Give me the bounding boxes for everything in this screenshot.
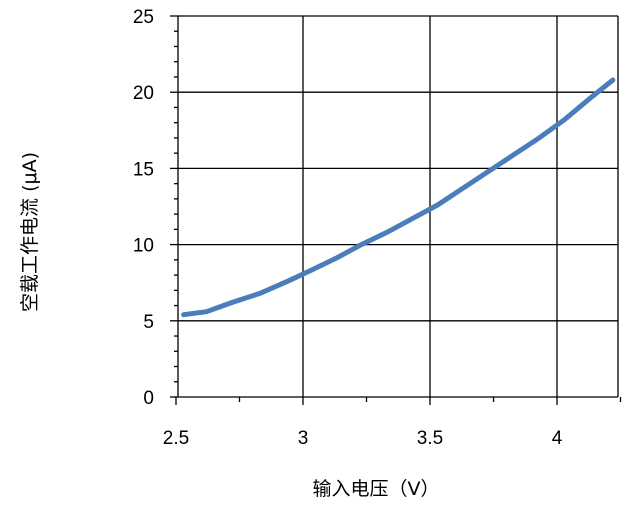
tick-labels: 0 5 10 15 20 25 2.5 3 3.5 4 bbox=[133, 7, 563, 449]
series-group bbox=[181, 77, 616, 318]
y-tick-label: 5 bbox=[143, 312, 154, 333]
y-tick-label: 20 bbox=[133, 83, 154, 104]
x-tick-label: 2.5 bbox=[163, 428, 189, 449]
x-tick-label: 3 bbox=[298, 428, 309, 449]
x-tick-label: 3.5 bbox=[417, 428, 443, 449]
y-tick-label: 10 bbox=[133, 236, 154, 257]
x-tick-label: 4 bbox=[552, 428, 563, 449]
x-axis-label: 输入电压（V） bbox=[313, 478, 440, 500]
y-axis-label: 空载工作电流 (μA) bbox=[19, 152, 41, 312]
grid-lines bbox=[178, 15, 619, 397]
y-tick-label: 25 bbox=[133, 7, 154, 28]
axes bbox=[170, 15, 622, 405]
y-tick-label: 15 bbox=[133, 159, 154, 180]
series-line bbox=[181, 77, 616, 318]
y-tick-label: 0 bbox=[143, 388, 154, 409]
